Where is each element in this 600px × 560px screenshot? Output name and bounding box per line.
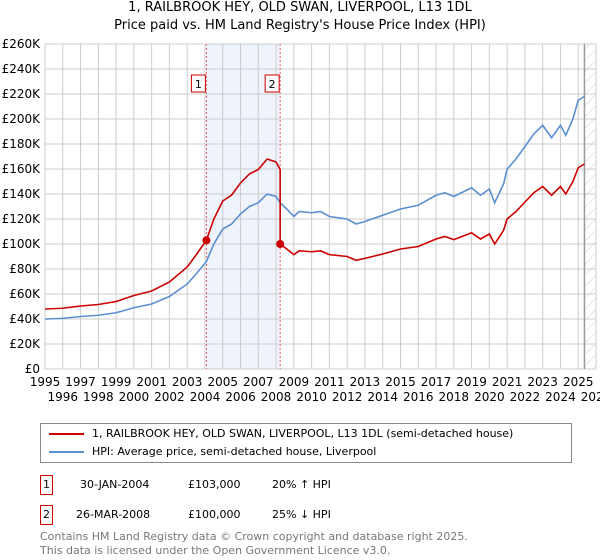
x-tick-label: 1999: [101, 375, 132, 389]
y-tick-label: £100K: [2, 237, 42, 251]
x-tick-label: 2014: [367, 390, 398, 404]
sale-point: [202, 236, 211, 245]
x-tick-label: 1995: [30, 375, 61, 389]
x-tick-label: 2023: [527, 375, 558, 389]
chart-title: 1, RAILBROOK HEY, OLD SWAN, LIVERPOOL, L…: [128, 0, 472, 15]
x-tick-label: 2016: [403, 390, 434, 404]
legend-blue-line: [49, 451, 84, 453]
legend-label: HPI: Average price, semi-detached house,…: [92, 445, 377, 458]
x-tick-label: 2001: [136, 375, 167, 389]
y-tick-label: £220K: [2, 87, 42, 101]
x-tick-label: 2006: [225, 390, 256, 404]
footer-copyright: Contains HM Land Registry data © Crown c…: [40, 530, 468, 543]
sale-label: 1: [195, 78, 202, 91]
sale-date: 26-MAR-2008: [76, 508, 151, 521]
x-tick-label: 2021: [492, 375, 523, 389]
sale-marker-badge: 2: [40, 505, 53, 525]
y-tick-label: £20K: [9, 337, 41, 351]
x-tick-label: 2004: [190, 390, 221, 404]
x-tick-label: 2007: [243, 375, 274, 389]
y-tick-label: £180K: [2, 137, 42, 151]
sale-hpi-diff: 25% ↓ HPI: [272, 508, 331, 521]
x-tick-label: 2003: [172, 375, 203, 389]
x-tick-label: 1998: [83, 390, 114, 404]
y-tick-label: £140K: [2, 187, 42, 201]
x-tick-label: 2011: [314, 375, 345, 389]
x-tick-label: 2013: [350, 375, 381, 389]
x-tick-label: 2020: [474, 390, 505, 404]
property-line: [44, 158, 585, 310]
x-tick-label: 1996: [48, 390, 79, 404]
x-tick-label: 2022: [510, 390, 541, 404]
y-tick-label: £260K: [2, 37, 42, 51]
sale-price: £100,000: [188, 508, 241, 521]
y-tick-label: £60K: [9, 287, 41, 301]
x-tick-label: 2026: [581, 390, 600, 404]
sale-price: £103,000: [188, 478, 241, 491]
x-tick-label: 2015: [385, 375, 416, 389]
sale-hpi-diff: 20% ↑ HPI: [272, 478, 331, 491]
sale-date: 30-JAN-2004: [80, 478, 150, 491]
footer-licence: This data is licensed under the Open Gov…: [40, 544, 391, 557]
legend-item-hpi: HPI: Average price, semi-detached house,…: [49, 444, 376, 460]
y-tick-label: £0: [25, 362, 40, 376]
x-tick-label: 1997: [65, 375, 96, 389]
y-tick-label: £160K: [2, 162, 42, 176]
x-tick-label: 2000: [119, 390, 150, 404]
price-chart: £0 £20K £40K £60K £80K £100K £120K £140K £160K £1…: [2, 37, 600, 404]
x-tick-label: 2010: [296, 390, 327, 404]
hpi-line: [44, 95, 585, 320]
x-tick-label: 2019: [456, 375, 487, 389]
x-tick-label: 2017: [421, 375, 452, 389]
x-tick-label: 2012: [332, 390, 363, 404]
legend-label: 1, RAILBROOK HEY, OLD SWAN, LIVERPOOL, L…: [92, 427, 514, 440]
x-tick-label: 2005: [207, 375, 238, 389]
y-tick-label: £80K: [9, 262, 41, 276]
sale-point: [276, 240, 285, 248]
x-tick-label: 2018: [439, 390, 470, 404]
sale-label-box: [264, 74, 280, 93]
sale-label-box: [190, 74, 206, 93]
legend-item-property: 1, RAILBROOK HEY, OLD SWAN, LIVERPOOL, L…: [49, 426, 513, 442]
chart-subtitle: Price paid vs. HM Land Registry's House …: [114, 18, 486, 33]
legend-red-line: [49, 433, 84, 435]
x-tick-label: 2025: [563, 375, 594, 389]
y-tick-label: £120K: [2, 212, 42, 226]
x-tick-label: 2009: [279, 375, 310, 389]
ownership-shade: [206, 44, 281, 369]
forecast-hatch: [584, 44, 596, 369]
y-tick-label: £40K: [9, 312, 41, 326]
x-tick-label: 2008: [261, 390, 292, 404]
sale-marker-badge: 1: [40, 475, 53, 495]
y-tick-label: £200K: [2, 112, 42, 126]
y-tick-label: £240K: [2, 62, 42, 76]
x-tick-label: 2024: [545, 390, 576, 404]
x-tick-label: 2002: [154, 390, 185, 404]
legend: 1, RAILBROOK HEY, OLD SWAN, LIVERPOOL, L…: [40, 423, 572, 463]
sale-label: 2: [269, 78, 276, 91]
